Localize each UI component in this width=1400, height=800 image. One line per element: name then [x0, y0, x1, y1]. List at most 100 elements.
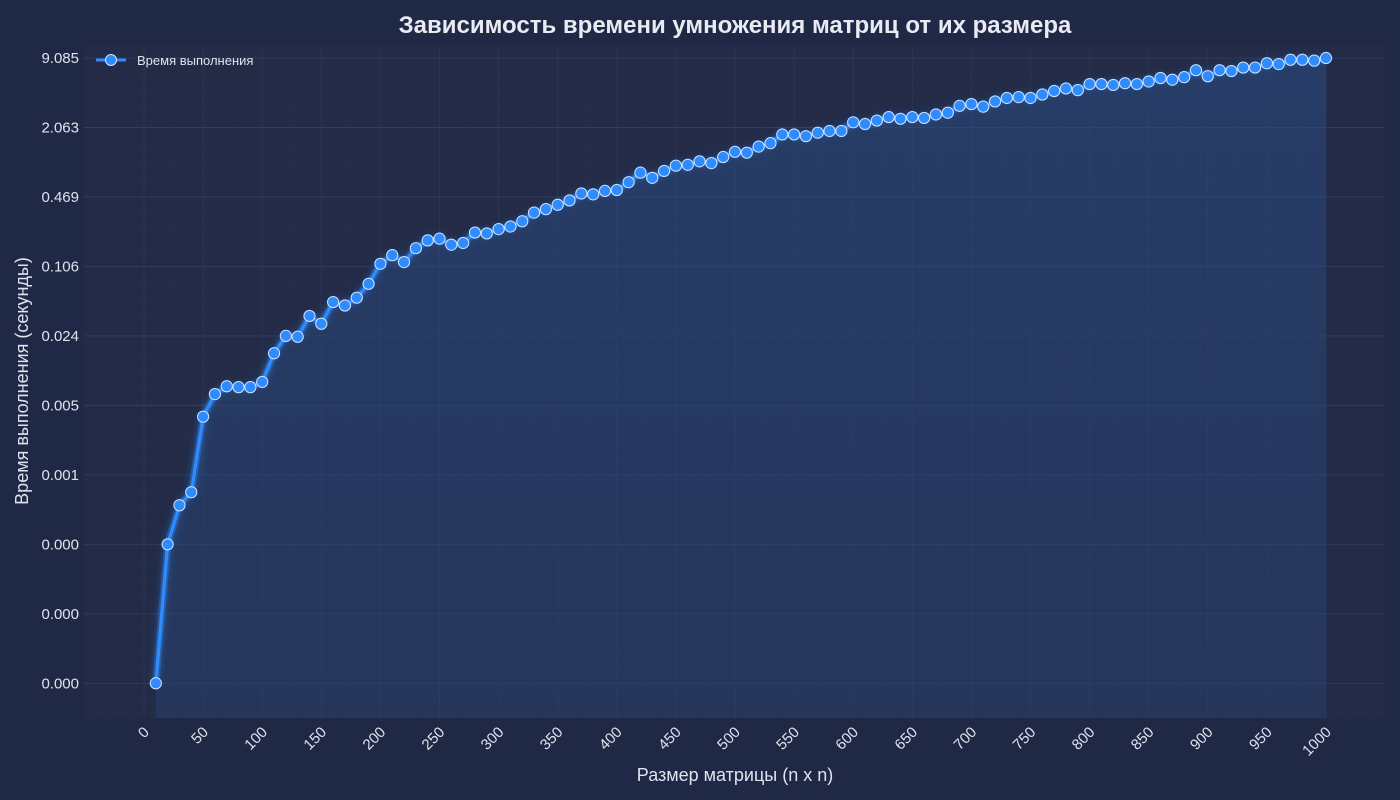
data-point — [208, 387, 222, 401]
x-tick-label: 750 — [1010, 724, 1040, 754]
data-point — [1225, 64, 1238, 78]
data-point — [1154, 71, 1167, 85]
data-point — [811, 126, 824, 139]
data-point — [847, 116, 860, 129]
data-point — [858, 117, 872, 131]
data-point — [610, 183, 623, 197]
data-point — [1107, 78, 1120, 92]
data-point — [882, 110, 895, 124]
data-point — [1296, 53, 1309, 66]
data-point — [953, 99, 966, 112]
data-point — [1083, 77, 1096, 91]
data-point — [740, 146, 753, 159]
data-point — [468, 226, 482, 239]
y-tick-label: 0.001 — [41, 467, 79, 484]
x-tick-label: 100 — [241, 724, 271, 754]
y-tick-label: 0.106 — [41, 258, 79, 275]
x-tick-label: 450 — [655, 724, 685, 754]
data-points — [149, 51, 1333, 690]
x-tick-label: 800 — [1069, 724, 1099, 754]
data-point — [338, 299, 352, 312]
y-tick-label: 0.005 — [41, 397, 79, 414]
data-point — [693, 155, 706, 168]
data-point — [161, 538, 174, 551]
data-point — [480, 227, 493, 240]
data-point — [1248, 61, 1262, 74]
area-under-curve — [155, 58, 1326, 718]
x-tick-label: 250 — [419, 724, 449, 754]
data-point — [397, 256, 411, 269]
x-axis-label: Размер матрицы (n x n) — [637, 765, 833, 785]
data-point — [433, 232, 446, 245]
data-point — [870, 114, 883, 127]
data-point — [551, 198, 564, 211]
x-tick-label: 0 — [135, 724, 153, 742]
data-point — [776, 128, 789, 141]
data-point — [622, 176, 635, 189]
y-axis-label: Время выполнения (секунды) — [12, 257, 32, 505]
data-point — [516, 215, 529, 228]
x-tick-label: 400 — [596, 724, 626, 754]
data-point — [788, 128, 801, 141]
data-point — [386, 249, 399, 262]
data-point — [303, 309, 316, 323]
x-tick-label: 950 — [1246, 724, 1276, 754]
x-tick-label: 200 — [360, 724, 390, 754]
y-axis-ticks: 0.000 0.000 0.000 0.001 0.005 0.024 0.106 0.469… — [41, 50, 79, 692]
x-tick-label: 350 — [537, 724, 567, 754]
data-point — [823, 124, 836, 138]
data-point — [173, 499, 186, 512]
y-tick-label: 0.024 — [41, 328, 79, 345]
data-point — [1284, 53, 1297, 66]
data-point — [752, 140, 765, 153]
data-point — [1012, 91, 1025, 104]
data-point — [1272, 58, 1285, 71]
data-point — [185, 486, 198, 499]
data-point — [1213, 64, 1226, 77]
y-tick-label: 0.469 — [41, 189, 79, 206]
data-point — [835, 124, 848, 138]
data-point — [457, 236, 470, 250]
x-tick-label: 850 — [1128, 724, 1158, 754]
data-point — [1260, 57, 1274, 70]
x-tick-label: 1000 — [1299, 724, 1335, 760]
data-point — [1166, 73, 1179, 86]
data-point — [232, 381, 245, 394]
x-tick-label: 700 — [951, 724, 981, 754]
data-point — [598, 184, 612, 197]
x-tick-label: 600 — [832, 724, 862, 754]
data-point — [421, 234, 434, 247]
data-point — [799, 130, 813, 143]
y-tick-label: 2.063 — [41, 120, 79, 137]
data-point — [1036, 88, 1049, 101]
y-tick-label: 0.000 — [41, 675, 79, 692]
data-point — [504, 220, 517, 233]
data-point — [929, 108, 943, 121]
data-point — [575, 187, 588, 200]
x-tick-label: 50 — [188, 724, 212, 748]
y-tick-label: 0.000 — [41, 536, 79, 553]
y-tick-label: 0.000 — [41, 606, 79, 623]
data-point — [918, 111, 931, 125]
data-point — [669, 159, 683, 172]
data-point — [197, 410, 210, 423]
data-point — [681, 158, 694, 171]
data-point — [1142, 75, 1155, 88]
data-point — [587, 188, 600, 201]
data-point — [1201, 70, 1214, 83]
y-tick-label: 9.085 — [41, 50, 79, 67]
data-point — [894, 112, 907, 125]
data-point — [965, 97, 978, 111]
data-point — [220, 380, 233, 393]
data-point — [244, 381, 257, 394]
data-point — [409, 242, 422, 255]
data-point — [350, 291, 363, 304]
legend: Время выполнения — [96, 53, 253, 68]
legend-marker-swatch — [105, 54, 117, 66]
data-point — [563, 194, 576, 207]
data-point — [1118, 77, 1132, 90]
data-point — [1000, 91, 1013, 105]
data-point — [1237, 61, 1250, 74]
data-point — [327, 295, 340, 309]
